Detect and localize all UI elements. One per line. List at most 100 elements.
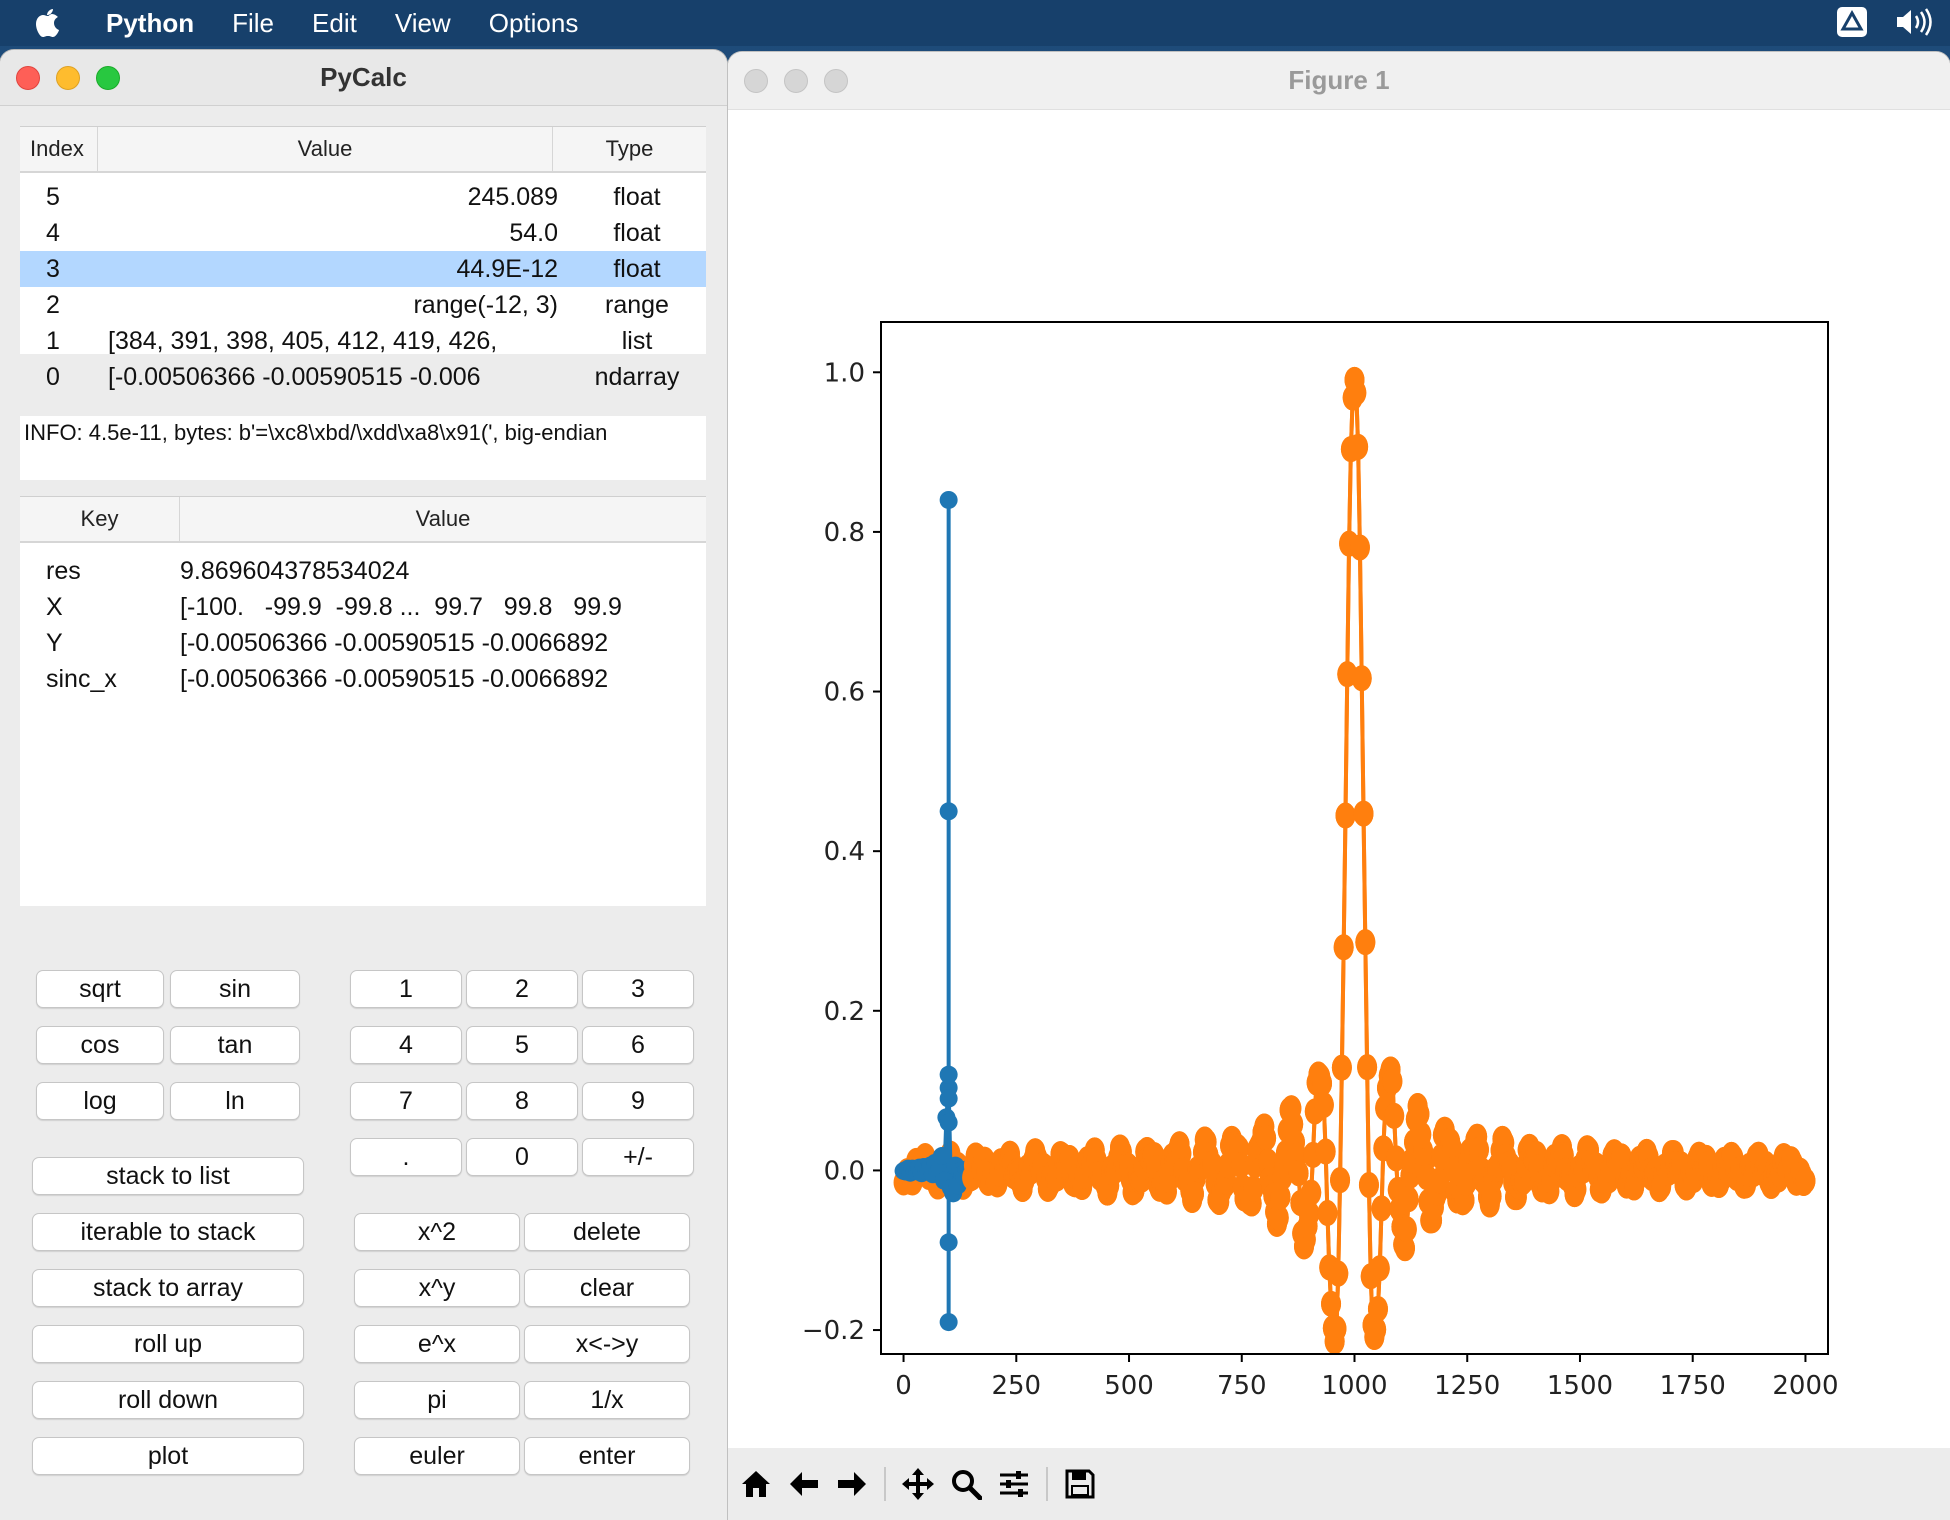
figure-zoom-button[interactable] (824, 69, 848, 93)
stack-to-list-button[interactable]: stack to list (32, 1157, 304, 1195)
stack-to-array-button[interactable]: stack to array (32, 1269, 304, 1307)
figure-minimize-button[interactable] (784, 69, 808, 93)
pan-icon[interactable] (900, 1464, 936, 1504)
drive-status-icon[interactable] (1836, 6, 1868, 45)
digit-3-button[interactable]: 3 (582, 970, 694, 1008)
stack-table[interactable]: Index Value Type 5 245.089 float 4 54.0 … (20, 126, 706, 354)
orange-series-point (1382, 1068, 1402, 1094)
menu-file[interactable]: File (232, 8, 274, 39)
home-icon[interactable] (738, 1464, 774, 1504)
figure-titlebar[interactable]: Figure 1 (728, 52, 1950, 110)
stack-index: 2 (20, 291, 98, 320)
digit-4-button[interactable]: 4 (350, 1026, 462, 1064)
roll-down-button[interactable]: roll down (32, 1381, 304, 1419)
orange-series-point (1350, 534, 1370, 560)
digit-1-button[interactable]: 1 (350, 970, 462, 1008)
pi-button[interactable]: pi (354, 1381, 520, 1419)
stack-row[interactable]: 4 54.0 float (20, 215, 706, 251)
plot-canvas[interactable]: 0 250 500 750 1000 1250 1500 1750 2000 −0.2 0.0 0.2… (728, 110, 1950, 1448)
back-icon[interactable] (786, 1464, 822, 1504)
menu-view[interactable]: View (395, 8, 451, 39)
orange-series-point (1335, 803, 1355, 829)
variable-row[interactable]: Y [-0.00506366 -0.00590515 -0.0066892 (20, 625, 706, 661)
stack-row[interactable]: 0 [-0.00506366 -0.00590515 -0.006 ndarra… (20, 359, 706, 395)
log-button[interactable]: log (36, 1082, 164, 1120)
exp-button[interactable]: e^x (354, 1325, 520, 1363)
orange-series-point (1328, 1261, 1348, 1287)
minimize-button[interactable] (56, 66, 80, 90)
orange-series-point (1397, 1216, 1417, 1242)
variable-row[interactable]: X [-100. -99.9 -99.8 ... 99.7 99.8 99.9 (20, 589, 706, 625)
volume-icon[interactable] (1894, 6, 1934, 45)
header-key[interactable]: Key (20, 497, 180, 541)
header-type[interactable]: Type (553, 127, 706, 171)
variables-table[interactable]: Key Value res 9.869604378534024 X [-100.… (20, 496, 706, 906)
header-var-value[interactable]: Value (180, 497, 706, 541)
cos-button[interactable]: cos (36, 1026, 164, 1064)
blue-series-point (940, 1114, 958, 1132)
stack-type: float (568, 219, 706, 248)
menu-options[interactable]: Options (489, 8, 579, 39)
sin-button[interactable]: sin (170, 970, 300, 1008)
variable-key: X (20, 593, 180, 622)
stack-index: 5 (20, 183, 98, 212)
enter-button[interactable]: enter (524, 1437, 690, 1475)
square-button[interactable]: x^2 (354, 1213, 520, 1251)
stack-value: range(-12, 3) (98, 291, 568, 320)
variable-key: sinc_x (20, 665, 180, 694)
y-tick-label: 0.6 (824, 678, 865, 708)
configure-icon[interactable] (996, 1464, 1032, 1504)
stack-row-selected[interactable]: 3 44.9E-12 float (20, 251, 706, 287)
x-tick-label: 0 (895, 1371, 912, 1401)
blue-series-point (940, 1090, 958, 1108)
header-index[interactable]: Index (20, 127, 98, 171)
digit-7-button[interactable]: 7 (350, 1082, 462, 1120)
euler-button[interactable]: euler (354, 1437, 520, 1475)
swap-button[interactable]: x<->y (524, 1325, 690, 1363)
variable-row[interactable]: sinc_x [-0.00506366 -0.00590515 -0.00668… (20, 661, 706, 697)
orange-series-point (1256, 1125, 1276, 1151)
variable-row[interactable]: res 9.869604378534024 (20, 553, 706, 589)
tan-button[interactable]: tan (170, 1026, 300, 1064)
plus-minus-button[interactable]: +/- (582, 1138, 694, 1176)
menu-app-python[interactable]: Python (106, 8, 194, 39)
power-button[interactable]: x^y (354, 1269, 520, 1307)
orange-series-point (1346, 380, 1366, 406)
digit-6-button[interactable]: 6 (582, 1026, 694, 1064)
stack-row[interactable]: 5 245.089 float (20, 179, 706, 215)
stack-table-header: Index Value Type (20, 127, 706, 173)
digit-8-button[interactable]: 8 (466, 1082, 578, 1120)
menu-edit[interactable]: Edit (312, 8, 357, 39)
orange-series-point (1348, 434, 1368, 460)
digit-0-button[interactable]: 0 (466, 1138, 578, 1176)
sqrt-button[interactable]: sqrt (36, 970, 164, 1008)
iterable-to-stack-button[interactable]: iterable to stack (32, 1213, 304, 1251)
header-value[interactable]: Value (98, 127, 553, 171)
toolbar-separator (884, 1467, 886, 1501)
variable-value: [-100. -99.9 -99.8 ... 99.7 99.8 99.9 (180, 593, 706, 622)
reciprocal-button[interactable]: 1/x (524, 1381, 690, 1419)
delete-button[interactable]: delete (524, 1213, 690, 1251)
digit-9-button[interactable]: 9 (582, 1082, 694, 1120)
zoom-button[interactable] (96, 66, 120, 90)
orange-series-point (1332, 1055, 1352, 1081)
zoom-icon[interactable] (948, 1464, 984, 1504)
stack-row[interactable]: 2 range(-12, 3) range (20, 287, 706, 323)
pycalc-titlebar[interactable]: PyCalc (0, 50, 727, 106)
clear-button[interactable]: clear (524, 1269, 690, 1307)
x-tick-label: 2000 (1772, 1371, 1838, 1401)
orange-series-point (1370, 1255, 1390, 1281)
digit-2-button[interactable]: 2 (466, 970, 578, 1008)
decimal-point-button[interactable]: . (350, 1138, 462, 1176)
roll-up-button[interactable]: roll up (32, 1325, 304, 1363)
forward-icon[interactable] (834, 1464, 870, 1504)
digit-5-button[interactable]: 5 (466, 1026, 578, 1064)
ln-button[interactable]: ln (170, 1082, 300, 1120)
save-icon[interactable] (1062, 1464, 1098, 1504)
stack-row[interactable]: 1 [384, 391, 398, 405, 412, 419, 426, li… (20, 323, 706, 359)
apple-icon[interactable] (34, 7, 92, 39)
close-button[interactable] (16, 66, 40, 90)
orange-series-point (1359, 1172, 1379, 1198)
figure-close-button[interactable] (744, 69, 768, 93)
plot-button[interactable]: plot (32, 1437, 304, 1475)
